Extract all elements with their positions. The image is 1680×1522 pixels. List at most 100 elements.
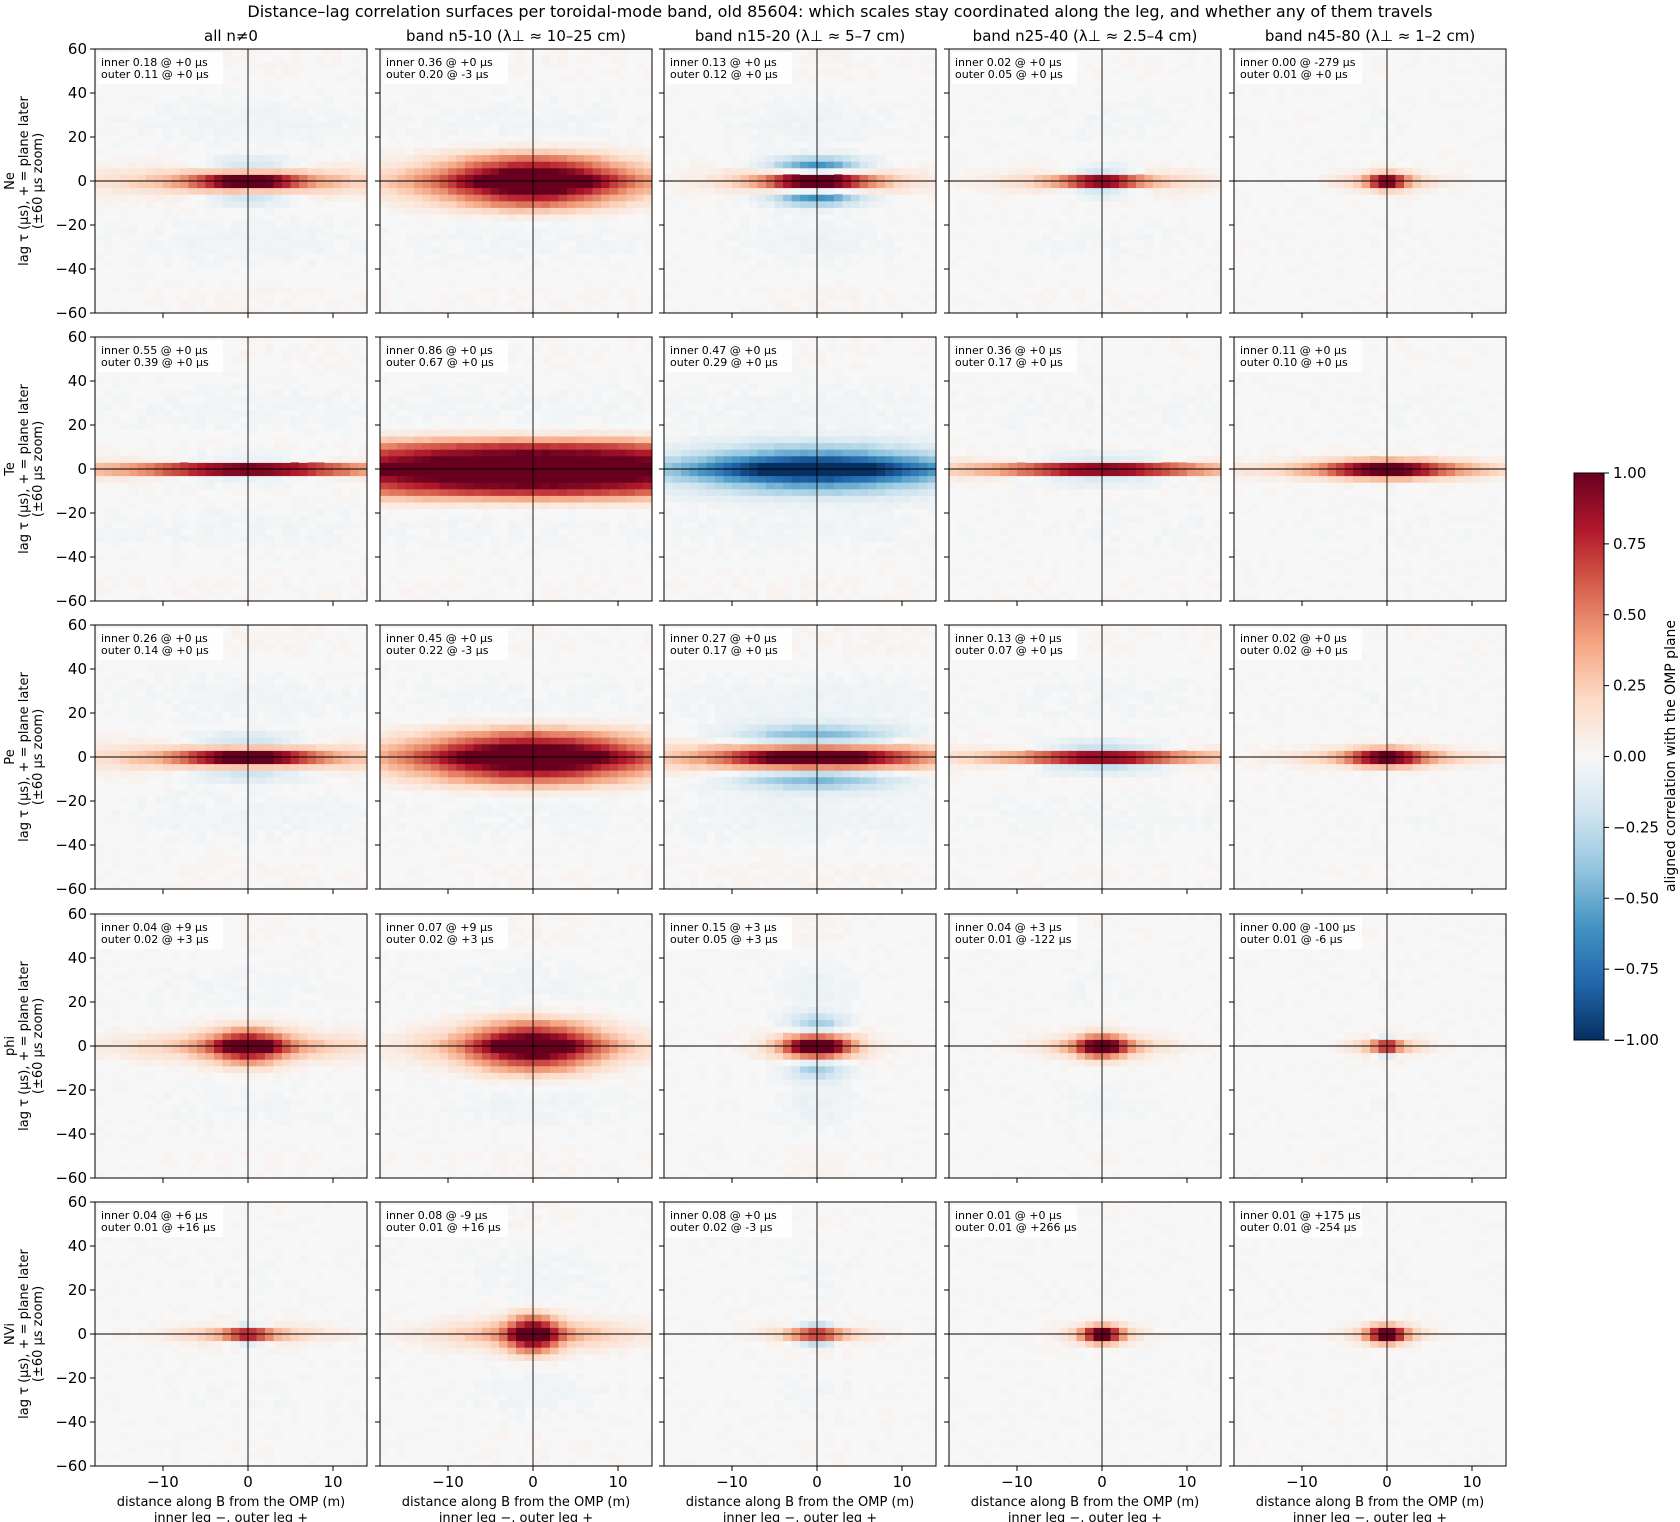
heatmap-cell [214,528,223,536]
heatmap-cell [265,68,274,76]
heatmap-cell [927,220,936,228]
heatmap-cell [842,95,852,103]
heatmap-cell [1497,101,1506,109]
heatmap-cell [1161,108,1171,116]
heatmap-cell [626,475,636,483]
heatmap-cell [180,174,189,182]
heatmap-cell [1446,181,1456,189]
heatmap-cell [584,293,593,301]
heatmap-cell [358,187,367,195]
heatmap-cell [112,475,121,483]
heatmap-cell [137,121,147,129]
heatmap-cell [482,115,491,123]
heatmap-cell [1034,181,1043,189]
heatmap-cell [214,469,223,477]
heatmap-cell [482,148,491,156]
heatmap-cell [358,469,367,477]
heatmap-cell [927,161,936,169]
heatmap-cell [626,286,636,294]
heatmap-cell [473,95,483,103]
heatmap-cell [129,161,138,169]
heatmap-cell [868,200,877,208]
heatmap-cell [358,462,367,470]
heatmap-cell [723,396,733,404]
heatmap-cell [248,521,257,529]
heatmap-cell [248,62,257,70]
heatmap-cell [129,154,138,162]
heatmap-cell [584,55,593,63]
heatmap-cell [626,574,636,582]
heatmap-cell [893,247,903,255]
heatmap-cell [1187,194,1196,202]
heatmap-cell [558,343,568,351]
heatmap-cell [575,502,585,510]
heatmap-cell [405,403,415,411]
heatmap-cell [350,240,359,248]
heatmap-cell [817,240,826,248]
heatmap-cell [214,240,223,248]
heatmap-cell [1438,174,1447,182]
heatmap-cell [1076,247,1086,255]
heatmap-cell [558,535,568,543]
heatmap-cell [524,521,534,529]
heatmap-cell [1000,95,1009,103]
heatmap-cell [825,233,835,241]
heatmap-cell [448,442,457,450]
heatmap-cell [601,293,610,301]
heatmap-cell [265,181,274,189]
heatmap-cell [723,436,733,444]
heatmap-cell [791,220,801,228]
heatmap-cell [273,167,283,175]
heatmap-cell [439,154,449,162]
heatmap-cell [618,174,627,182]
heatmap-cell [732,574,741,582]
heatmap-cell [358,561,367,569]
heatmap-cell [324,409,334,417]
heatmap-cell [723,167,733,175]
heatmap-cell [715,194,724,202]
heatmap-cell [397,548,406,556]
heatmap-cell [273,200,283,208]
heatmap-cell [550,442,559,450]
heatmap-cell [885,55,894,63]
heatmap-cell [949,148,958,156]
heatmap-cell [732,161,741,169]
heatmap-cell [1085,207,1094,215]
heatmap-cell [868,299,877,307]
annotation-box [667,52,792,84]
heatmap-cell [723,568,733,576]
heatmap-cell [380,167,389,175]
heatmap-cell [1102,101,1111,109]
heatmap-cell [120,187,130,195]
heatmap-cell [1102,128,1111,136]
heatmap-cell [1387,181,1396,189]
heatmap-cell [456,141,466,149]
heatmap-cell [885,194,894,202]
heatmap-cell [740,482,750,490]
heatmap-cell [601,260,610,268]
heatmap-cell [749,475,758,483]
heatmap-cell [397,389,406,397]
heatmap-cell [783,187,792,195]
heatmap-cell [635,442,644,450]
heatmap-cell [681,436,690,444]
heatmap-cell [1268,214,1277,222]
heatmap-cell [239,515,249,523]
heatmap-cell [558,207,568,215]
heatmap-cell [380,247,389,255]
annotation-outer: outer 0.01 @ +0 μs [1240,68,1348,81]
heatmap-cell [414,403,423,411]
heatmap-cell [350,548,359,556]
heatmap-cell [541,409,551,417]
heatmap-cell [541,200,551,208]
heatmap-cell [205,207,215,215]
heatmap-cell [524,134,534,142]
heatmap-cell [290,396,300,404]
heatmap-cell [465,594,474,601]
heatmap-cell [146,233,155,241]
heatmap-cell [851,174,860,182]
heatmap-cell [299,108,308,116]
heatmap-cell [541,141,551,149]
heatmap-cell [231,128,240,136]
